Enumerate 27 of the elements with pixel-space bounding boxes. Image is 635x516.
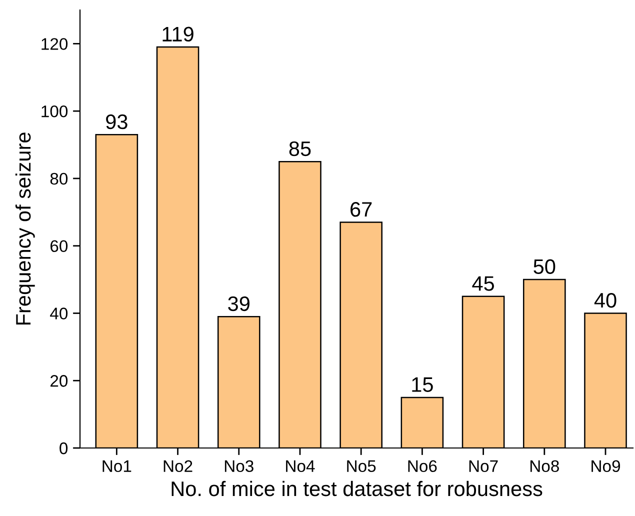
y-tick-label: 80 — [50, 172, 68, 185]
data-label: 85 — [289, 141, 311, 156]
y-tick-label: 0 — [60, 442, 68, 454]
x-tick-label: No7 — [469, 460, 498, 472]
x-tick-label: No4 — [286, 460, 315, 472]
y-tick-label: 120 — [42, 38, 68, 50]
data-label: 119 — [162, 26, 194, 42]
x-tick-label: No9 — [592, 460, 620, 472]
y-tick-label: 60 — [50, 240, 68, 252]
x-tick-label: No3 — [224, 460, 254, 472]
data-label: 67 — [350, 202, 372, 217]
x-tick-label: No6 — [408, 460, 437, 472]
y-axis-title: Frequency of seizure — [15, 132, 35, 325]
x-axis-title: No. of mice in test dataset for robusness — [172, 480, 542, 496]
data-label: 39 — [228, 296, 250, 312]
data-label: 93 — [106, 114, 128, 130]
x-tick-label: No8 — [530, 460, 559, 472]
x-tick-label: No5 — [347, 460, 376, 472]
data-label: 50 — [534, 259, 556, 274]
x-tick-label: No1 — [102, 460, 132, 472]
y-tick-label: 40 — [50, 308, 68, 320]
y-tick-label: 100 — [42, 105, 68, 118]
y-tick-label: 20 — [50, 375, 68, 387]
x-tick-label: No2 — [164, 460, 192, 472]
data-label: 15 — [412, 377, 433, 392]
data-label: 40 — [594, 292, 616, 308]
data-label: 45 — [472, 276, 494, 291]
